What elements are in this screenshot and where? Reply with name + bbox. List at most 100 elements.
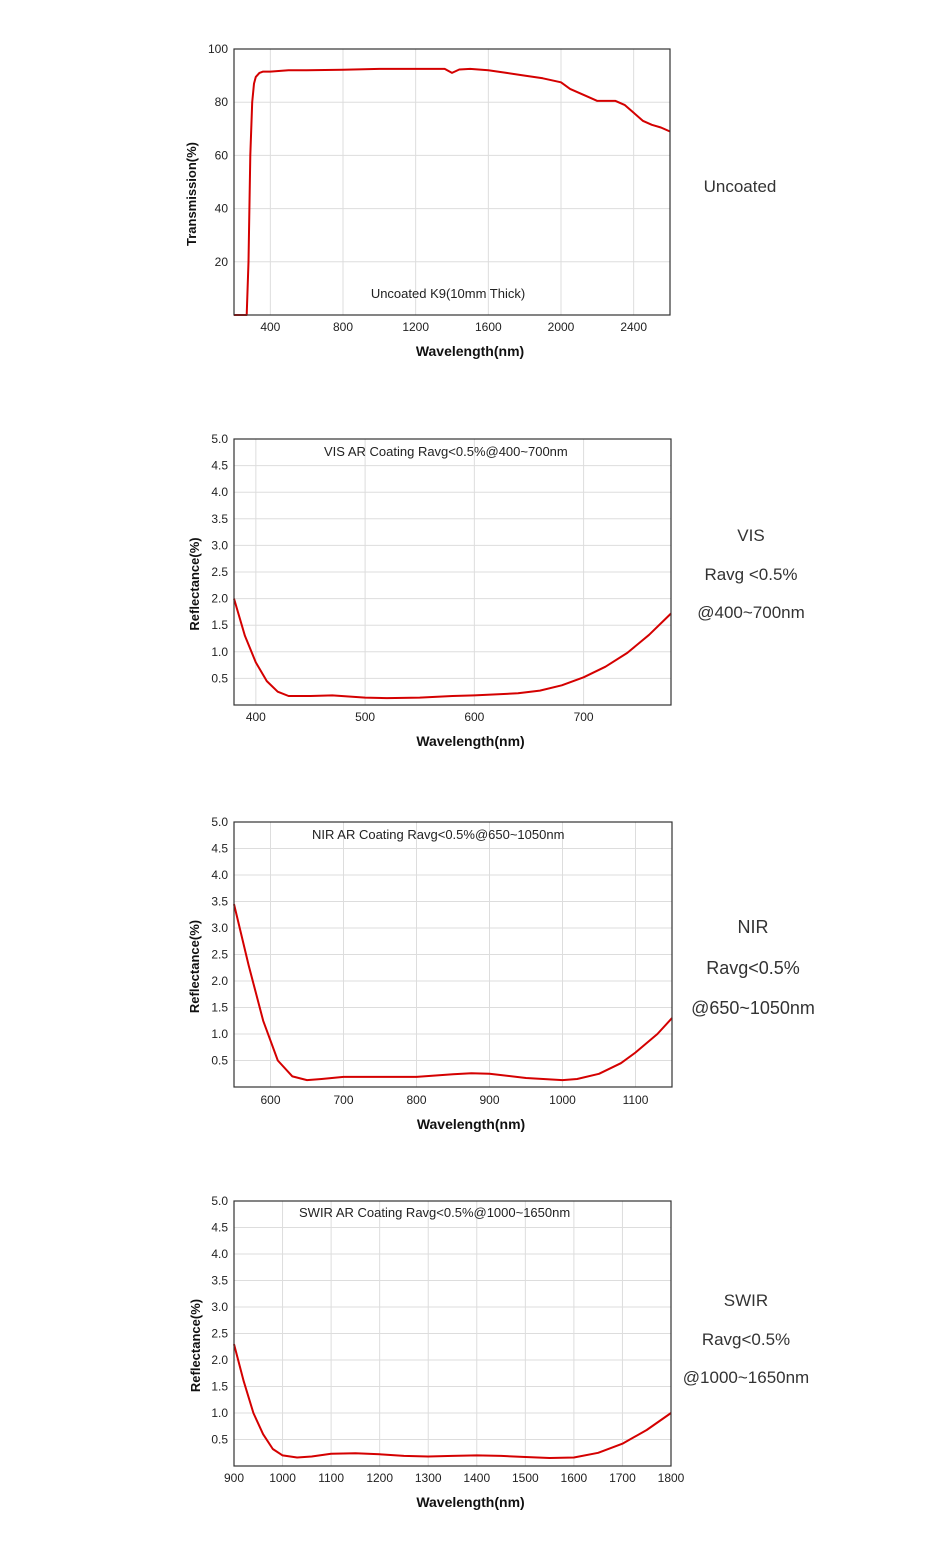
chart-2-grid (234, 439, 671, 705)
x-tick-label: 1500 (512, 1471, 539, 1485)
side-label-swir: SWIR Ravg<0.5% @1000~1650nm (656, 1282, 836, 1398)
x-tick-label: 2000 (548, 320, 575, 334)
y-tick-label: 4.5 (211, 842, 228, 856)
chart-3-title: NIR AR Coating Ravg<0.5%@650~1050nm (312, 827, 564, 842)
y-tick-label: 3.5 (211, 1274, 228, 1288)
x-tick-label: 1200 (366, 1471, 393, 1485)
x-tick-label: 900 (224, 1471, 244, 1485)
y-tick-label: 4.0 (211, 1247, 228, 1261)
chart-4-x-axis-label: Wavelength(nm) (416, 1494, 524, 1510)
x-tick-label: 600 (464, 710, 484, 724)
chart-1-x-axis-label: Wavelength(nm) (416, 343, 524, 359)
x-tick-label: 1000 (269, 1471, 296, 1485)
y-tick-label: 2.0 (211, 1353, 228, 1367)
side-label-uncoated: Uncoated (650, 175, 830, 199)
x-tick-label: 600 (260, 1093, 280, 1107)
x-tick-label: 400 (260, 320, 280, 334)
chart-4-reflectance-curve (233, 1343, 672, 1459)
chart-nir-reflectance: 600 700 800 900 1000 1100 0.5 1.0 1.5 2.0 2.5 3.0 3… (187, 815, 673, 1132)
y-tick-label: 3.0 (211, 1300, 228, 1314)
y-tick-label: 0.5 (211, 1433, 228, 1447)
chart-1-plot-frame (233, 48, 671, 316)
y-tick-label: 5.0 (211, 1194, 228, 1208)
side-label-line: SWIR (723, 1291, 769, 1310)
chart-2-reflectance-curve (233, 598, 672, 700)
chart-1-y-axis-label: Transmission(%) (184, 142, 199, 246)
side-label-line: Ravg <0.5% (704, 564, 798, 584)
chart-2-y-tick-labels: 0.5 1.0 1.5 2.0 2.5 3.0 3.5 4.0 4.5 5.0 (211, 432, 228, 685)
side-label-line: @1000~1650nm (682, 1368, 810, 1387)
chart-uncoated-transmission: 400 800 1200 1600 2000 2400 20 40 60 80 100 Uncoa… (184, 42, 671, 359)
chart-1-y-tick-labels: 20 40 60 80 100 (208, 42, 228, 269)
side-label-line: Uncoated (703, 177, 777, 196)
y-tick-label: 1.5 (211, 1380, 228, 1394)
x-tick-label: 2400 (620, 320, 647, 334)
chart-4-plot-frame (233, 1200, 672, 1467)
y-tick-label: 4.0 (211, 868, 228, 882)
y-tick-label: 2.0 (211, 974, 228, 988)
chart-2-title: VIS AR Coating Ravg<0.5%@400~700nm (324, 444, 568, 459)
x-tick-label: 1400 (463, 1471, 490, 1485)
y-tick-label: 80 (215, 95, 229, 109)
chart-3-plot-frame (233, 821, 673, 1088)
y-tick-label: 1.5 (211, 1001, 228, 1015)
y-tick-label: 40 (215, 202, 229, 216)
y-tick-label: 3.5 (211, 895, 228, 909)
x-tick-label: 700 (574, 710, 594, 724)
y-tick-label: 1.5 (211, 618, 228, 632)
side-label-line: NIR (737, 917, 769, 937)
chart-4-title: SWIR AR Coating Ravg<0.5%@1000~1650nm (299, 1205, 570, 1220)
x-tick-label: 1700 (609, 1471, 636, 1485)
chart-3-grid (234, 822, 672, 1087)
chart-4-y-axis-label: Reflectance(%) (188, 1299, 203, 1392)
chart-1-x-tick-labels: 400 800 1200 1600 2000 2400 (260, 320, 647, 334)
chart-3-y-tick-labels: 0.5 1.0 1.5 2.0 2.5 3.0 3.5 4.0 4.5 5.0 (211, 815, 228, 1068)
y-tick-label: 60 (215, 148, 229, 162)
y-tick-label: 5.0 (211, 432, 228, 446)
chart-3-y-axis-label: Reflectance(%) (187, 920, 202, 1013)
y-tick-label: 3.0 (211, 538, 228, 552)
y-tick-label: 4.5 (211, 459, 228, 473)
side-label-vis: VIS Ravg <0.5% @400~700nm (661, 517, 841, 633)
side-label-line: VIS (737, 526, 765, 545)
x-tick-label: 1200 (402, 320, 429, 334)
x-tick-label: 1000 (549, 1093, 576, 1107)
chart-3-reflectance-curve (233, 903, 673, 1082)
y-tick-label: 4.5 (211, 1221, 228, 1235)
chart-3-x-tick-labels: 600 700 800 900 1000 1100 (260, 1093, 648, 1107)
x-tick-label: 1800 (658, 1471, 685, 1485)
y-tick-label: 2.5 (211, 948, 228, 962)
side-label-line: Ravg<0.5% (701, 1329, 791, 1349)
y-tick-label: 3.5 (211, 512, 228, 526)
y-tick-label: 0.5 (211, 671, 228, 685)
x-tick-label: 1600 (475, 320, 502, 334)
side-label-nir: NIR Ravg<0.5% @650~1050nm (663, 907, 843, 1029)
x-tick-label: 400 (246, 710, 266, 724)
y-tick-label: 1.0 (211, 645, 228, 659)
chart-swir-reflectance: 900 1000 1100 1200 1300 1400 1500 1600 1700 1800 … (188, 1194, 685, 1510)
chart-4-grid (234, 1201, 671, 1466)
y-tick-label: 1.0 (211, 1406, 228, 1420)
chart-1-grid (234, 49, 670, 315)
chart-2-y-axis-label: Reflectance(%) (187, 537, 202, 630)
y-tick-label: 2.5 (211, 1327, 228, 1341)
x-tick-label: 500 (355, 710, 375, 724)
chart-3-x-axis-label: Wavelength(nm) (417, 1116, 525, 1132)
y-tick-label: 2.0 (211, 592, 228, 606)
chart-4-y-tick-labels: 0.5 1.0 1.5 2.0 2.5 3.0 3.5 4.0 4.5 5.0 (211, 1194, 228, 1447)
y-tick-label: 20 (215, 255, 229, 269)
x-tick-label: 700 (333, 1093, 353, 1107)
x-tick-label: 900 (479, 1093, 499, 1107)
y-tick-label: 1.0 (211, 1027, 228, 1041)
x-tick-label: 800 (406, 1093, 426, 1107)
y-tick-label: 5.0 (211, 815, 228, 829)
chart-1-transmission-curve (234, 67, 671, 316)
x-tick-label: 1100 (318, 1471, 344, 1485)
x-tick-label: 1600 (561, 1471, 588, 1485)
x-tick-label: 800 (333, 320, 353, 334)
y-tick-label: 4.0 (211, 485, 228, 499)
side-label-line: @400~700nm (697, 603, 805, 622)
y-tick-label: 3.0 (211, 921, 228, 935)
y-tick-label: 100 (208, 42, 228, 56)
